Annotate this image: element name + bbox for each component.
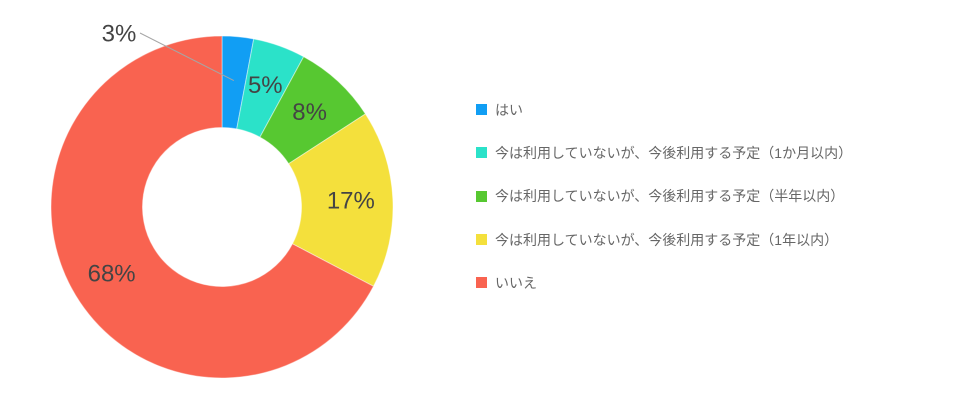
slice-value-label-4: 68% bbox=[88, 260, 136, 287]
legend-item-hai: はい bbox=[476, 88, 852, 131]
slice-value-label-0: 3% bbox=[102, 21, 137, 48]
legend-swatch bbox=[476, 234, 487, 246]
legend-swatch bbox=[476, 104, 487, 116]
legend-swatch bbox=[476, 147, 487, 159]
slice-value-label-2: 8% bbox=[292, 99, 327, 126]
legend-item-iie: いいえ bbox=[476, 261, 852, 304]
legend-swatch bbox=[476, 190, 487, 202]
legend-item-plan-1month: 今は利用していないが、今後利用する予定（1か月以内） bbox=[476, 131, 852, 174]
legend-label: はい bbox=[495, 101, 523, 118]
legend-item-plan-halfyear: 今は利用していないが、今後利用する予定（半年以内） bbox=[476, 175, 852, 218]
donut-slice-3 bbox=[288, 113, 394, 287]
legend-label: 今は利用していないが、今後利用する予定（半年以内） bbox=[495, 188, 845, 205]
legend-label: 今は利用していないが、今後利用する予定（1年以内） bbox=[495, 231, 839, 248]
legend: はい 今は利用していないが、今後利用する予定（1か月以内） 今は利用していないが… bbox=[476, 88, 852, 304]
label-leader-line bbox=[139, 32, 235, 81]
slice-value-label-1: 5% bbox=[248, 72, 283, 99]
legend-swatch bbox=[476, 277, 487, 289]
donut-slice-4 bbox=[50, 35, 375, 379]
legend-label: 今は利用していないが、今後利用する予定（1か月以内） bbox=[495, 144, 853, 161]
donut-slice-0 bbox=[221, 35, 255, 130]
legend-label: いいえ bbox=[495, 274, 537, 291]
legend-item-plan-1year: 今は利用していないが、今後利用する予定（1年以内） bbox=[476, 218, 852, 261]
slice-value-label-3: 17% bbox=[327, 187, 375, 214]
donut-slice-1 bbox=[236, 38, 305, 138]
donut-slice-2 bbox=[259, 56, 367, 165]
